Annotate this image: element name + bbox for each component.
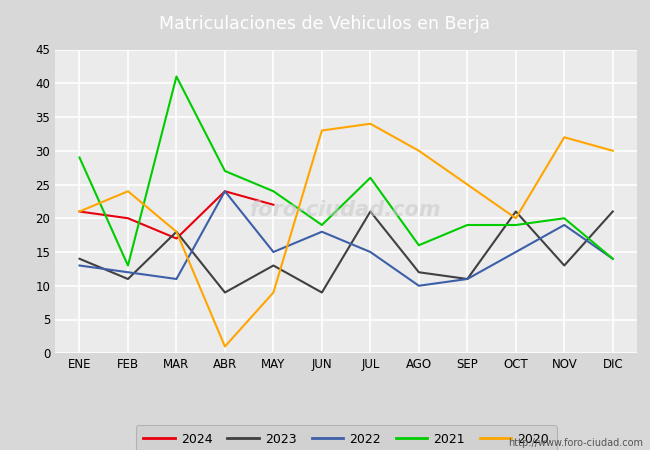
Text: http://www.foro-ciudad.com: http://www.foro-ciudad.com: [508, 438, 644, 448]
Text: foro-ciudad.com: foro-ciudad.com: [250, 201, 442, 220]
Legend: 2024, 2023, 2022, 2021, 2020: 2024, 2023, 2022, 2021, 2020: [136, 425, 556, 450]
Text: Matriculaciones de Vehiculos en Berja: Matriculaciones de Vehiculos en Berja: [159, 14, 491, 33]
